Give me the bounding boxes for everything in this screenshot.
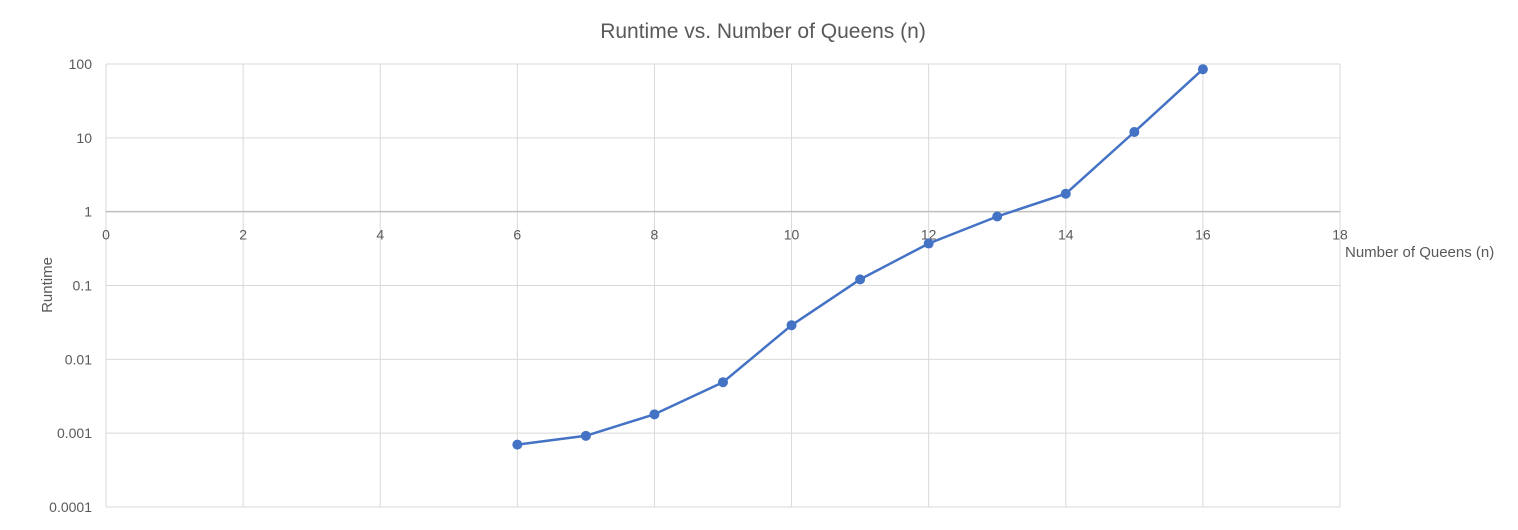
chart-title: Runtime vs. Number of Queens (n) <box>600 20 926 43</box>
y-tick-label: 1 <box>84 204 92 220</box>
x-tick-label: 2 <box>239 227 247 243</box>
x-tick-label: 14 <box>1058 227 1074 243</box>
data-point <box>786 320 797 331</box>
data-point <box>1129 126 1140 137</box>
x-tick-label: 6 <box>513 227 521 243</box>
data-point <box>580 430 591 441</box>
x-tick-label: 12 <box>921 227 937 243</box>
y-tick-labels: 0.0001 0.001 0.01 0.1 1 10 100 <box>49 56 92 515</box>
y-tick-label: 0.0001 <box>49 499 92 515</box>
horizontal-gridlines <box>106 63 1340 508</box>
x-tick-label: 10 <box>784 227 800 243</box>
data-point <box>992 211 1003 222</box>
x-axis-title: Number of Queens (n) <box>1345 244 1494 261</box>
data-point <box>1060 188 1071 199</box>
x-tick-label: 0 <box>102 227 110 243</box>
y-tick-label: 100 <box>69 56 93 72</box>
x-tick-labels: 0 2 4 6 8 10 12 14 16 18 <box>102 227 1348 243</box>
y-tick-label: 0.1 <box>73 278 93 294</box>
y-tick-label: 0.001 <box>57 425 92 441</box>
x-tick-label: 16 <box>1195 227 1211 243</box>
data-point <box>512 439 523 450</box>
x-tick-label: 4 <box>376 227 384 243</box>
data-point <box>855 274 866 285</box>
data-point <box>649 409 660 420</box>
data-point <box>718 377 728 388</box>
y-axis-title: Runtime <box>39 257 56 313</box>
series-group <box>512 64 1208 450</box>
y-tick-label: 10 <box>76 130 92 146</box>
series-line <box>517 68 1204 446</box>
data-point <box>1197 64 1208 75</box>
y-tick-label: 0.01 <box>65 351 92 367</box>
x-tick-label: 18 <box>1332 227 1348 243</box>
x-tick-label: 8 <box>651 227 659 243</box>
data-point <box>923 238 934 249</box>
